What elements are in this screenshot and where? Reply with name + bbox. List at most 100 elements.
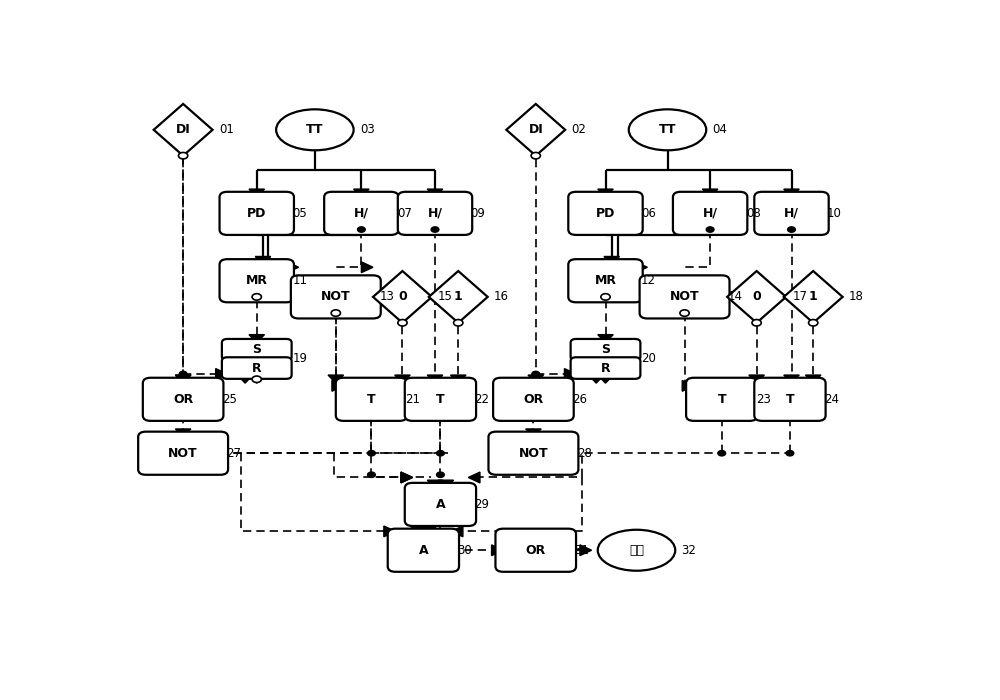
Text: 11: 11 [292, 274, 307, 287]
Text: 12: 12 [641, 274, 656, 287]
Polygon shape [784, 189, 799, 197]
FancyBboxPatch shape [405, 483, 476, 526]
Text: 01: 01 [219, 123, 234, 136]
Polygon shape [255, 256, 271, 265]
Text: 18: 18 [849, 290, 864, 303]
Circle shape [788, 227, 795, 232]
Polygon shape [588, 375, 604, 383]
Text: H/: H/ [354, 207, 369, 220]
Text: 21: 21 [406, 393, 421, 406]
Text: NOT: NOT [168, 447, 198, 460]
Polygon shape [427, 189, 443, 197]
Text: OR: OR [523, 393, 544, 406]
Text: 10: 10 [827, 207, 842, 220]
Circle shape [368, 451, 375, 456]
Polygon shape [395, 375, 410, 383]
Circle shape [431, 227, 439, 232]
FancyBboxPatch shape [495, 528, 576, 572]
Polygon shape [580, 545, 592, 556]
Polygon shape [438, 480, 454, 489]
Polygon shape [526, 429, 541, 437]
Polygon shape [373, 271, 432, 323]
Polygon shape [416, 526, 431, 534]
FancyBboxPatch shape [571, 339, 640, 361]
Ellipse shape [629, 109, 706, 150]
Polygon shape [433, 407, 448, 416]
Text: 17: 17 [792, 290, 807, 303]
Polygon shape [468, 472, 480, 483]
Text: 08: 08 [746, 207, 761, 220]
Text: 07: 07 [397, 207, 412, 220]
Polygon shape [598, 335, 613, 343]
Text: T: T [786, 393, 794, 406]
Text: T: T [717, 393, 726, 406]
Text: TT: TT [659, 123, 676, 136]
FancyBboxPatch shape [291, 275, 381, 318]
Polygon shape [421, 526, 437, 534]
Polygon shape [492, 545, 503, 556]
Circle shape [331, 310, 340, 316]
Polygon shape [332, 381, 344, 391]
Text: S: S [252, 343, 261, 356]
Text: T: T [367, 393, 376, 406]
FancyBboxPatch shape [568, 259, 643, 302]
Polygon shape [249, 189, 264, 197]
Text: A: A [419, 544, 428, 556]
FancyBboxPatch shape [222, 357, 292, 379]
Polygon shape [598, 375, 613, 383]
FancyBboxPatch shape [220, 192, 294, 235]
Polygon shape [237, 375, 253, 383]
Text: 09: 09 [471, 207, 486, 220]
Circle shape [252, 376, 261, 382]
Text: 1: 1 [454, 290, 463, 303]
Text: 19: 19 [292, 352, 307, 365]
Polygon shape [354, 189, 369, 197]
Circle shape [358, 227, 365, 232]
Text: 27: 27 [227, 447, 242, 460]
Text: 15: 15 [438, 290, 453, 303]
Text: 30: 30 [457, 544, 472, 556]
Text: NOT: NOT [670, 290, 699, 303]
Circle shape [532, 371, 540, 377]
Text: 31: 31 [574, 544, 589, 556]
Polygon shape [427, 375, 443, 383]
Text: R: R [601, 362, 610, 375]
Polygon shape [784, 375, 799, 383]
Text: 16: 16 [494, 290, 509, 303]
Text: OR: OR [526, 544, 546, 556]
Text: 26: 26 [572, 393, 587, 406]
Text: 05: 05 [292, 207, 307, 220]
Text: S: S [601, 343, 610, 356]
Circle shape [178, 153, 188, 159]
Text: MR: MR [594, 274, 616, 287]
Text: 输出: 输出 [629, 544, 644, 556]
Text: TT: TT [306, 123, 324, 136]
Circle shape [706, 227, 714, 232]
Circle shape [368, 472, 375, 477]
Polygon shape [714, 407, 730, 416]
Text: 03: 03 [360, 123, 375, 136]
Polygon shape [175, 375, 191, 383]
FancyBboxPatch shape [405, 378, 476, 421]
Text: MR: MR [246, 274, 268, 287]
Polygon shape [154, 104, 213, 155]
Circle shape [398, 319, 407, 326]
Polygon shape [401, 394, 413, 405]
Text: NOT: NOT [519, 447, 548, 460]
Text: 25: 25 [222, 393, 237, 406]
FancyBboxPatch shape [493, 378, 574, 421]
Polygon shape [750, 394, 762, 405]
Text: 06: 06 [641, 207, 656, 220]
Polygon shape [604, 256, 619, 265]
Text: 02: 02 [571, 123, 586, 136]
Text: 1: 1 [809, 290, 818, 303]
Polygon shape [361, 262, 373, 272]
Polygon shape [427, 480, 443, 489]
Circle shape [437, 472, 444, 477]
FancyBboxPatch shape [220, 259, 294, 302]
FancyBboxPatch shape [640, 275, 729, 318]
Text: 0: 0 [398, 290, 407, 303]
Text: 04: 04 [712, 123, 727, 136]
Circle shape [454, 319, 463, 326]
Polygon shape [702, 189, 718, 197]
